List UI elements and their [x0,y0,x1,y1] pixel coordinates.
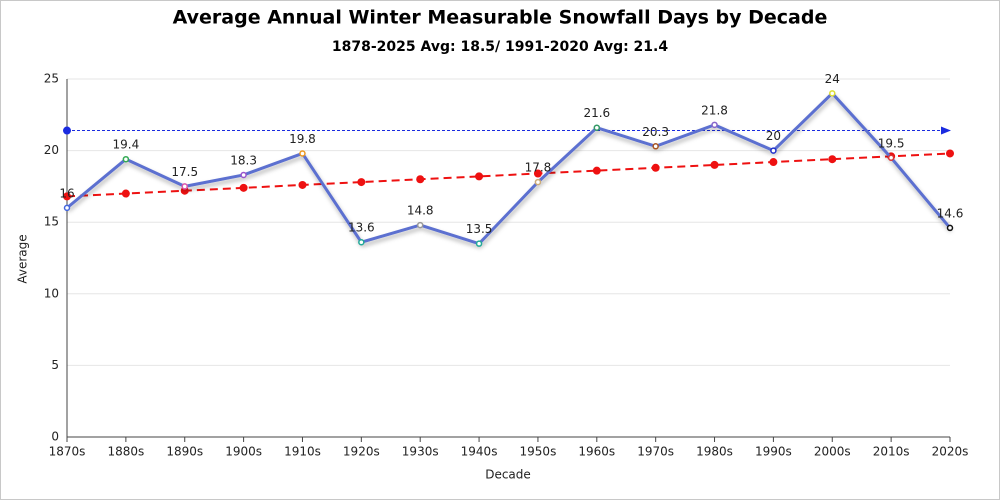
point [358,238,365,246]
x-tick-label: 1920s [343,445,380,459]
trend-point [946,149,954,158]
x-tick-label: 1950s [520,445,557,459]
point [711,121,718,129]
trend-point [651,163,660,172]
x-tick-label: 1890s [166,445,203,459]
x-tick-label: 1990s [755,445,792,459]
x-tick-label: 1910s [284,445,321,459]
y-tick-label: 5 [51,358,59,372]
point [416,221,424,229]
trend-point [357,178,366,187]
x-tick-label: 1930s [402,445,439,459]
reference-marker [63,126,71,135]
trend-point [828,155,837,164]
y-axis-title: Average [16,234,30,283]
x-tick-label: 2020s [932,445,969,459]
y-tick-label: 10 [44,286,59,300]
trend-point [63,192,71,201]
data-label: 21.6 [583,106,610,120]
y-tick-label: 25 [44,72,59,86]
trend-point [769,158,778,167]
x-tick-label: 1940s [461,445,498,459]
trend-point [533,169,542,178]
point [299,150,306,157]
trend-point [416,175,425,184]
trend-point [121,189,130,198]
x-tick-label: 1880s [107,445,144,459]
trend-point [239,183,248,192]
x-axis-title: Decade [485,468,531,482]
chart-subtitle: 1878-2025 Avg: 18.5/ 1991-2020 Avg: 21.4 [332,39,668,55]
data-label: 14.6 [937,206,964,220]
y-tick-label: 15 [44,215,59,229]
trend-point [710,160,719,169]
y-tick-label: 20 [44,143,59,157]
data-label: 19.5 [878,136,905,150]
data-label: 20.3 [642,125,669,139]
data-label: 24 [825,72,840,86]
data-label: 21.8 [701,103,728,117]
chart-title: Average Annual Winter Measurable Snowfal… [173,7,828,29]
point [240,171,247,179]
point [887,154,895,162]
point [181,183,188,190]
x-tick-label: 2000s [814,445,851,459]
point [829,90,836,97]
data-label: 14.8 [407,204,434,218]
data-label: 13.6 [348,221,375,235]
x-tick-label: 1980s [696,445,733,459]
data-label: 19.4 [113,138,140,152]
x-tick-label: 1960s [578,445,615,459]
x-tick-label: 1900s [225,445,262,459]
x-tick-label: 1870s [49,445,86,459]
trend-point [475,172,484,181]
data-label: 20 [766,129,781,143]
y-tick-label: 0 [51,430,59,444]
point [475,240,483,247]
x-tick-label: 2010s [873,445,910,459]
data-label: 17.5 [171,165,198,179]
data-label: 16 [59,186,74,200]
point [63,204,71,212]
point [946,224,954,232]
data-label: 19.8 [289,132,316,146]
series-line [66,91,952,246]
series-line [66,152,951,198]
trend-point [298,180,307,189]
point [593,124,601,131]
point [534,178,542,186]
point [770,147,777,154]
point [122,155,130,163]
data-label: 13.5 [466,222,493,236]
data-label: 18.3 [230,153,257,167]
data-label: 17.8 [525,161,552,175]
point [652,143,659,150]
x-tick-label: 1970s [637,445,674,459]
trend-point [592,166,601,175]
